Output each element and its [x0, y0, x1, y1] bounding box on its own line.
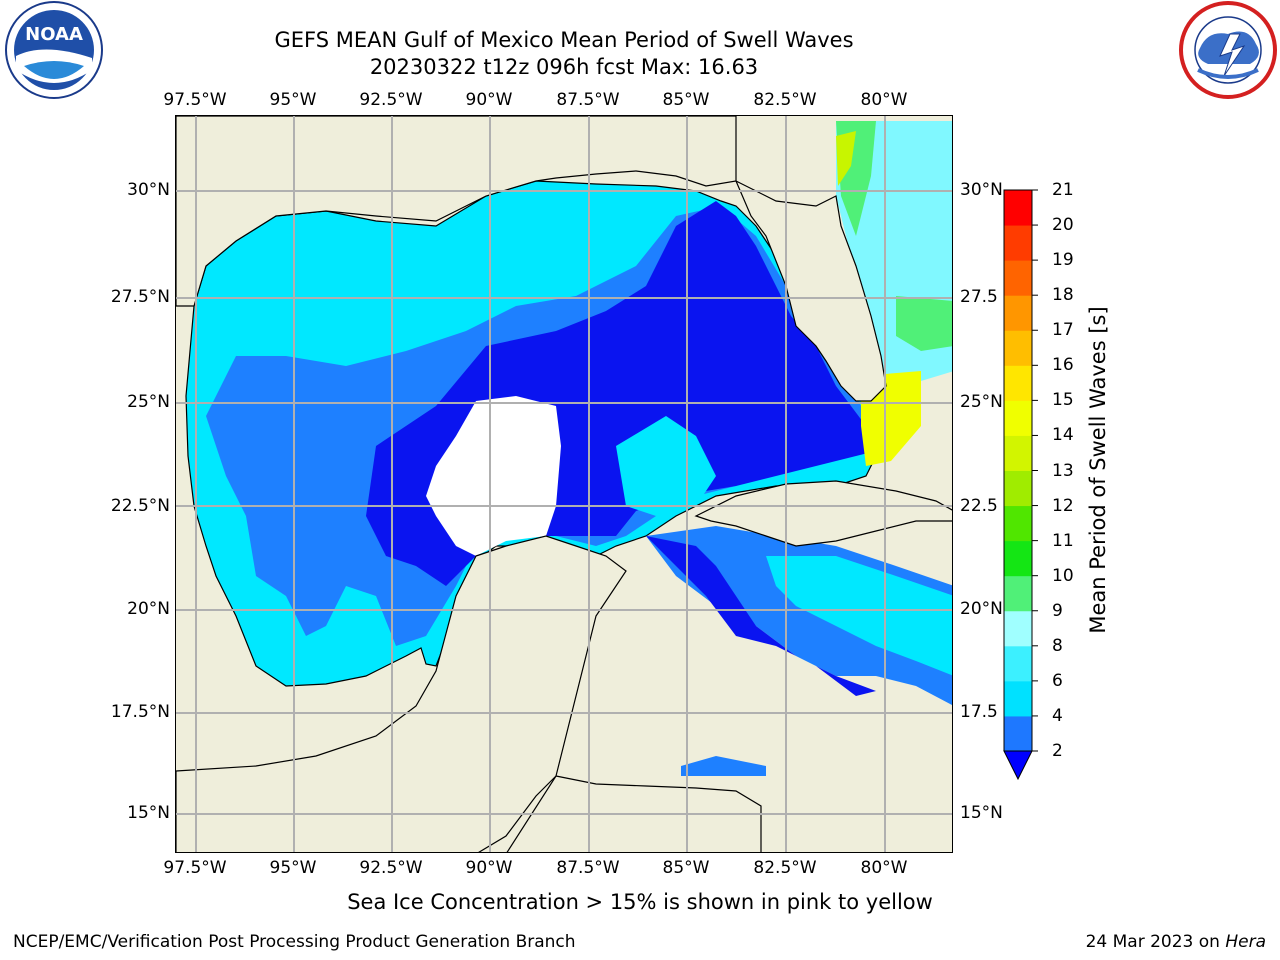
colorbar-segment [1004, 505, 1032, 542]
straits-swell [616, 416, 716, 516]
lat-tick-right-5: 17.5 [960, 702, 998, 722]
lat-tick-right-3: 22.5 [960, 496, 998, 516]
lon-tick-top-0: 97.5°W [163, 90, 227, 110]
noaa-logo-icon: NOAA [5, 1, 103, 99]
footer-date-text: 24 Mar 2023 on [1085, 932, 1226, 952]
lon-tick-top-4: 87.5°W [556, 90, 620, 110]
chart-subtitle: 20230322 t12z 096h fcst Max: 16.63 [369, 55, 759, 79]
colorbar-segment [1004, 260, 1032, 296]
colorbar-segment [1004, 680, 1032, 717]
lon-tick-top-1: 95°W [269, 90, 317, 110]
colorbar-segment [1004, 365, 1032, 401]
colorbar-segment [1004, 435, 1032, 471]
colorbar-label: 21 [1052, 180, 1074, 200]
colorbar-label: 2 [1052, 741, 1063, 761]
colorbar-label: 10 [1052, 565, 1074, 586]
lon-tick-bottom-0: 97.5°W [163, 858, 227, 878]
sea-ice-note: Sea Ice Concentration > 15% is shown in … [347, 890, 933, 914]
colorbar-label: 16 [1052, 355, 1074, 376]
cuba-land [694, 480, 952, 547]
colorbar-segment [1004, 645, 1032, 682]
lon-tick-top-3: 90°W [465, 90, 513, 110]
gulf-no-data [426, 396, 561, 556]
lat-tick-left-0: 30°N [127, 180, 170, 200]
lat-tick-left-2: 25°N [127, 392, 170, 412]
colorbar-label: 8 [1052, 635, 1063, 656]
lon-tick-bottom-1: 95°W [269, 858, 317, 878]
colorbar-label: 9 [1052, 600, 1063, 621]
colorbar-title: Mean Period of Swell Waves [s] [1086, 306, 1110, 634]
lat-tick-right-4: 20°N [960, 599, 1003, 619]
yucatan-land [176, 535, 627, 852]
swell-period-map [176, 116, 952, 852]
colorbar-label: 15 [1052, 390, 1074, 411]
footer-machine: Hera [1225, 932, 1266, 952]
colorbar-extend-min [1003, 750, 1033, 781]
lat-tick-left-6: 15°N [127, 803, 170, 823]
lon-tick-top-5: 85°W [662, 90, 710, 110]
cayman-swell [681, 756, 766, 776]
colorbar-label: 4 [1052, 705, 1063, 726]
colorbar-segment [1004, 470, 1032, 507]
colorbar-segment [1004, 190, 1032, 226]
lat-tick-right-2: 25°N [960, 392, 1003, 412]
colorbar-label: 20 [1052, 215, 1074, 236]
colorbar-label: 19 [1052, 250, 1074, 271]
colorbar-segment [1004, 400, 1032, 436]
lon-tick-bottom-6: 82.5°W [753, 858, 817, 878]
caribbean-swell-light [766, 556, 952, 676]
lon-tick-top-7: 80°W [860, 90, 908, 110]
footer-credit: NCEP/EMC/Verification Post Processing Pr… [13, 932, 576, 952]
lat-tick-left-4: 20°N [127, 599, 170, 619]
colorbar-label: 13 [1052, 460, 1074, 481]
lat-tick-right-1: 27.5 [960, 287, 998, 307]
colorbar-segment [1004, 225, 1032, 261]
lon-tick-bottom-2: 92.5°W [359, 858, 423, 878]
colorbar-segment [1004, 330, 1032, 366]
lon-tick-top-2: 92.5°W [359, 90, 423, 110]
colorbar-label: 18 [1052, 285, 1074, 306]
lon-tick-bottom-5: 85°W [662, 858, 710, 878]
map-panel [175, 115, 953, 853]
colorbar-label: 12 [1052, 495, 1074, 516]
lon-tick-bottom-7: 80°W [860, 858, 908, 878]
colorbar-label: 17 [1052, 320, 1074, 341]
lon-tick-top-6: 82.5°W [753, 90, 817, 110]
colorbar-label: 6 [1052, 670, 1063, 691]
colorbar-segment [1004, 610, 1032, 647]
caribbean-swell-deep [646, 536, 876, 696]
footer-date: 24 Mar 2023 on Hera [1086, 932, 1266, 952]
colorbar-segment [1004, 295, 1032, 331]
lat-tick-left-5: 17.5°N [110, 702, 170, 722]
noaa-logo-text: NOAA [25, 24, 83, 45]
lat-tick-right-0: 30°N [960, 180, 1003, 200]
atlantic-swell-green2 [896, 296, 952, 351]
colorbar-segment [1004, 575, 1032, 612]
us-gulf-coast-land [176, 116, 737, 307]
colorbar [1003, 189, 1038, 781]
colorbar-label: 14 [1052, 425, 1074, 446]
colorbar-segment [1004, 715, 1032, 752]
nws-logo-icon [1179, 1, 1277, 99]
lon-tick-bottom-3: 90°W [465, 858, 513, 878]
lat-tick-right-6: 15°N [960, 803, 1003, 823]
lon-tick-bottom-4: 87.5°W [556, 858, 620, 878]
graticule [176, 116, 952, 852]
chart-title: GEFS MEAN Gulf of Mexico Mean Period of … [274, 28, 854, 52]
colorbar-segment [1004, 540, 1032, 577]
lat-tick-left-3: 22.5°N [110, 496, 170, 516]
atlantic-swell-yellowgreen [836, 131, 856, 186]
colorbar-label: 11 [1052, 530, 1074, 551]
lat-tick-left-1: 27.5°N [110, 287, 170, 307]
